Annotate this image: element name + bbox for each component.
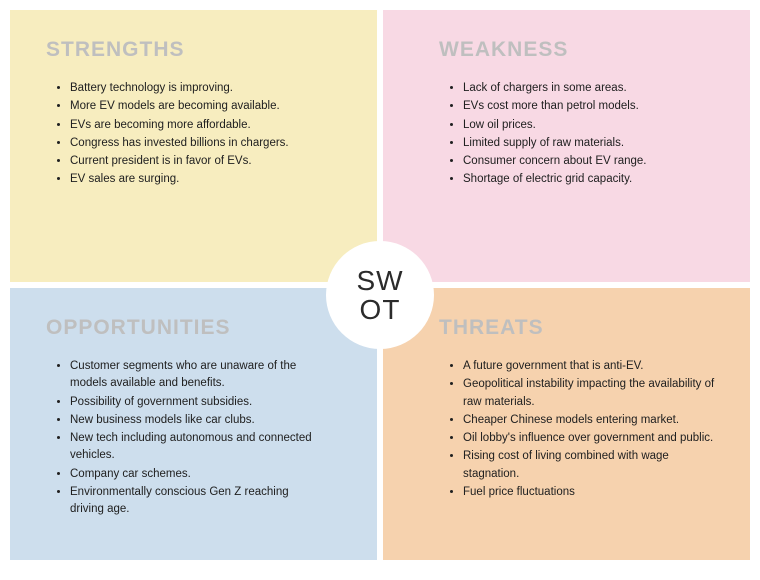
list-item: More EV models are becoming available. bbox=[70, 98, 317, 115]
swot-label: SWOT bbox=[356, 266, 403, 325]
list-item: Consumer concern about EV range. bbox=[463, 153, 722, 170]
list-item: Limited supply of raw materials. bbox=[463, 135, 722, 152]
strengths-title: STRENGTHS bbox=[46, 38, 317, 62]
list-item: Possibility of government subsidies. bbox=[70, 394, 317, 411]
strengths-quadrant: STRENGTHS Battery technology is improvin… bbox=[10, 10, 377, 282]
list-item: EVs cost more than petrol models. bbox=[463, 98, 722, 115]
weakness-list: Lack of chargers in some areas.EVs cost … bbox=[443, 80, 722, 189]
list-item: New tech including autonomous and connec… bbox=[70, 430, 317, 465]
weakness-quadrant: WEAKNESS Lack of chargers in some areas.… bbox=[383, 10, 750, 282]
list-item: Congress has invested billions in charge… bbox=[70, 135, 317, 152]
list-item: Oil lobby's influence over government an… bbox=[463, 430, 722, 447]
threats-list: A future government that is anti-EV.Geop… bbox=[443, 358, 722, 501]
list-item: Low oil prices. bbox=[463, 117, 722, 134]
list-item: Environmentally conscious Gen Z reaching… bbox=[70, 484, 317, 519]
list-item: Current president is in favor of EVs. bbox=[70, 153, 317, 170]
weakness-title: WEAKNESS bbox=[439, 38, 722, 62]
threats-title: THREATS bbox=[439, 316, 722, 340]
list-item: Lack of chargers in some areas. bbox=[463, 80, 722, 97]
list-item: Shortage of electric grid capacity. bbox=[463, 171, 722, 188]
list-item: Company car schemes. bbox=[70, 466, 317, 483]
list-item: Geopolitical instability impacting the a… bbox=[463, 376, 722, 411]
list-item: New business models like car clubs. bbox=[70, 412, 317, 429]
list-item: Rising cost of living combined with wage… bbox=[463, 448, 722, 483]
list-item: Customer segments who are unaware of the… bbox=[70, 358, 317, 393]
list-item: Battery technology is improving. bbox=[70, 80, 317, 97]
opportunities-list: Customer segments who are unaware of the… bbox=[50, 358, 317, 518]
list-item: EVs are becoming more affordable. bbox=[70, 117, 317, 134]
opportunities-title: OPPORTUNITIES bbox=[46, 316, 317, 340]
strengths-list: Battery technology is improving.More EV … bbox=[50, 80, 317, 189]
list-item: A future government that is anti-EV. bbox=[463, 358, 722, 375]
opportunities-quadrant: OPPORTUNITIES Customer segments who are … bbox=[10, 288, 377, 560]
list-item: EV sales are surging. bbox=[70, 171, 317, 188]
center-circle: SWOT bbox=[328, 243, 432, 347]
list-item: Fuel price fluctuations bbox=[463, 484, 722, 501]
list-item: Cheaper Chinese models entering market. bbox=[463, 412, 722, 429]
threats-quadrant: THREATS A future government that is anti… bbox=[383, 288, 750, 560]
